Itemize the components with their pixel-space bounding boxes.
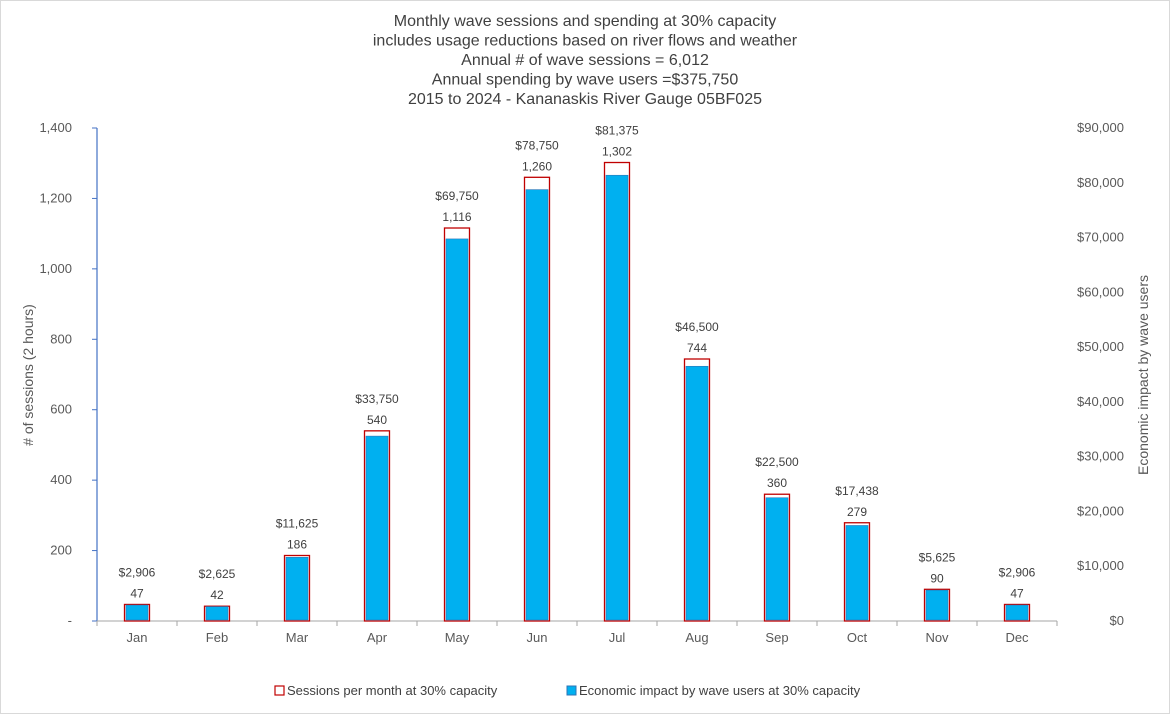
impact-data-label: $33,750 [355,392,399,406]
impact-data-label: $81,375 [595,124,639,138]
chart-title: Monthly wave sessions and spending at 30… [373,13,798,108]
sessions-data-label: 540 [367,413,387,427]
impact-bar [685,365,709,621]
x-tick-label: Feb [206,630,228,645]
right-tick-label: $90,000 [1077,120,1124,135]
impact-bar [845,525,869,621]
impact-bar [925,589,949,621]
legend-swatch-sessions [274,685,285,696]
left-tick-label: 200 [50,543,72,558]
x-tick-label: Dec [1005,630,1029,645]
title-line: 2015 to 2024 - Kananaskis River Gauge 05… [408,91,762,108]
left-tick-label: 1,000 [39,261,72,276]
sessions-data-label: 1,302 [602,145,632,159]
right-tick-label: $70,000 [1077,230,1124,245]
x-tick-label: Jun [527,630,548,645]
sessions-data-label: 186 [287,538,307,552]
legend: Sessions per month at 30% capacity Econom… [274,683,861,698]
sessions-data-label: 90 [930,571,944,585]
legend-swatch-impact [566,685,577,696]
right-tick-label: $40,000 [1077,394,1124,409]
left-tick-label: 600 [50,402,72,417]
sessions-data-label: 47 [1010,586,1024,600]
right-tick-label: $20,000 [1077,503,1124,518]
impact-bar [765,497,789,621]
impact-data-label: $2,625 [199,567,236,581]
left-tick-label: - [68,613,72,628]
impact-data-label: $2,906 [999,565,1036,579]
sessions-data-label: 279 [847,505,867,519]
x-tick-label: Mar [286,630,309,645]
sessions-data-label: 47 [130,586,144,600]
legend-label-impact: Economic impact by wave users at 30% cap… [579,683,861,698]
sessions-data-label: 1,260 [522,159,552,173]
impact-data-label: $11,625 [276,517,319,531]
impact-data-label: $2,906 [119,565,156,579]
impact-data-label: $22,500 [755,455,799,469]
title-line: Monthly wave sessions and spending at 30… [394,13,776,30]
x-tick-label: May [445,630,470,645]
x-tick-label: Aug [685,630,708,645]
impact-bar [1005,604,1029,621]
x-tick-label: Apr [367,630,388,645]
right-tick-label: $50,000 [1077,339,1124,354]
left-tick-label: 1,400 [39,120,72,135]
impact-bar [125,604,149,621]
sessions-data-label: 1,116 [442,210,471,224]
impact-bar [285,557,309,621]
sessions-data-label: 360 [767,476,787,490]
sessions-data-label: 42 [210,588,224,602]
legend-label-sessions: Sessions per month at 30% capacity [287,683,498,698]
impact-bar [365,435,389,621]
impact-bar [605,174,629,621]
right-axis-title: Economic impact by wave users [1135,275,1151,475]
x-tick-label: Nov [925,630,949,645]
data-labels: 47 $2,906 42 $2,625 186 $11,625 540 $33,750 1,11… [119,124,1036,603]
impact-data-label: $69,750 [435,189,479,203]
sessions-data-label: 744 [687,341,707,355]
right-y-axis: $0 $10,000 $20,000 $30,000 $40,000 $50,000 $60… [1077,120,1124,628]
impact-bar [445,238,469,621]
left-tick-label: 800 [50,331,72,346]
title-line: includes usage reductions based on river… [373,33,798,50]
title-line: Annual # of wave sessions = 6,012 [461,52,709,69]
x-axis: Jan Feb Mar Apr May Jun Jul Aug Sep Oct Nov Dec [96,620,1058,645]
x-tick-label: Jul [609,630,626,645]
impact-data-label: $17,438 [835,484,879,498]
impact-data-label: $78,750 [515,138,559,152]
x-tick-label: Oct [847,630,868,645]
impact-data-label: $5,625 [919,550,956,564]
right-tick-label: $30,000 [1077,449,1124,464]
x-tick-label: Sep [765,630,788,645]
left-axis-title: # of sessions (2 hours) [20,304,36,446]
bars [123,161,1031,622]
right-tick-label: $80,000 [1077,175,1124,190]
left-tick-label: 400 [50,472,72,487]
left-tick-label: 1,200 [39,190,72,205]
title-line: Annual spending by wave users =$375,750 [432,72,739,89]
impact-bar [205,606,229,621]
right-tick-label: $10,000 [1077,558,1124,573]
x-tick-label: Jan [127,630,148,645]
left-y-axis: - 200 400 600 800 1,000 1,200 1,400 [39,120,98,628]
impact-data-label: $46,500 [675,320,719,334]
right-tick-label: $0 [1110,613,1124,628]
right-tick-label: $60,000 [1077,284,1124,299]
impact-bar [525,189,549,621]
